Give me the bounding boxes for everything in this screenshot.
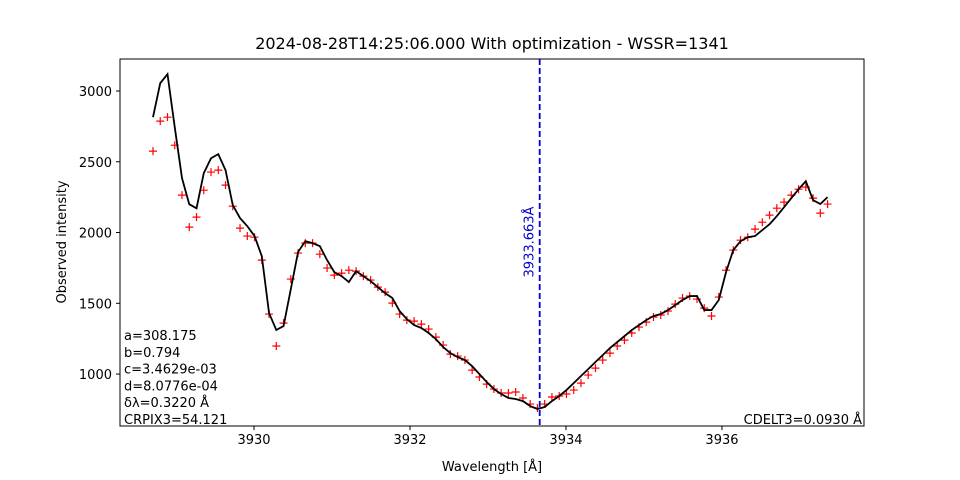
data-point	[751, 225, 760, 234]
data-point	[148, 147, 157, 156]
model-line	[152, 71, 829, 410]
y-tick-label: 1000	[79, 368, 112, 383]
data-point	[192, 213, 201, 222]
annotation: a=308.175	[124, 329, 197, 344]
y-tick-label: 2000	[79, 227, 112, 242]
data-point	[185, 223, 194, 232]
data-point	[772, 204, 781, 213]
data-point	[707, 312, 716, 321]
data-point	[178, 191, 187, 200]
data-point	[562, 390, 571, 399]
data-point	[780, 198, 789, 207]
data-point	[547, 392, 556, 401]
data-point	[591, 364, 600, 373]
x-tick-label: 3930	[237, 433, 270, 448]
data-point	[214, 166, 223, 175]
data-point	[605, 349, 614, 358]
data-point	[315, 250, 324, 259]
annotation: c=3.4629e-03	[124, 363, 217, 378]
data-point	[569, 386, 578, 395]
data-point	[417, 320, 426, 329]
annotation: δλ=0.3220 Å	[124, 395, 209, 411]
data-point	[823, 200, 832, 209]
annotation: b=0.794	[124, 346, 180, 361]
data-point	[584, 371, 593, 380]
annotation: d=8.0776e-04	[124, 379, 218, 394]
data-point	[504, 389, 513, 398]
x-axis-label: Wavelength [Å]	[442, 459, 542, 475]
data-point	[323, 264, 332, 273]
reference-label: 3933.663Å	[522, 206, 538, 277]
data-point	[424, 325, 433, 334]
data-point	[207, 168, 216, 177]
data-point	[272, 342, 281, 351]
data-point	[511, 388, 520, 397]
x-tick-label: 3936	[705, 433, 738, 448]
data-point	[344, 266, 353, 275]
data-point	[163, 113, 172, 122]
x-tick-label: 3932	[393, 433, 426, 448]
data-point	[816, 209, 825, 218]
y-tick-label: 1500	[79, 297, 112, 312]
data-point	[243, 232, 252, 241]
data-point	[410, 317, 419, 326]
data-point	[765, 211, 774, 220]
data-point	[576, 379, 585, 388]
data-point	[156, 117, 165, 126]
annotation: CRPIX3=54.121	[124, 413, 227, 428]
y-tick-label: 3000	[79, 85, 112, 100]
data-point	[598, 356, 607, 365]
y-axis-label: Observed intensity	[55, 180, 70, 303]
data-point	[620, 336, 629, 345]
data-point	[236, 224, 245, 233]
plot-frame	[119, 58, 865, 427]
data-point	[613, 342, 622, 351]
y-tick-label: 2500	[79, 156, 112, 171]
x-tick-label: 3934	[549, 433, 582, 448]
chart-title: 2024-08-28T14:25:06.000 With optimizatio…	[255, 34, 729, 53]
annotation: CDELT3=0.0930 Å	[744, 412, 862, 428]
data-point	[758, 218, 767, 227]
